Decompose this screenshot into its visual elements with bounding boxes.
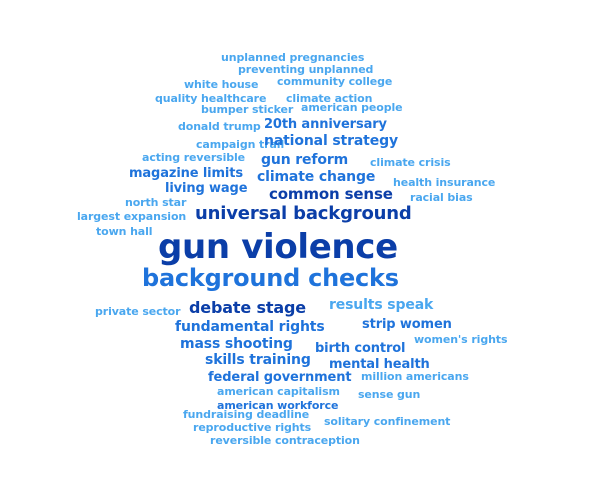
word-fundamental-rights: fundamental rights <box>175 319 325 335</box>
word-american-workforce: american workforce <box>217 399 339 412</box>
word-background-checks: background checks <box>142 264 399 292</box>
word-preventing-unplanned: preventing unplanned <box>238 63 374 76</box>
word-quality-healthcare: quality healthcare <box>155 92 267 105</box>
word-acting-reversible: acting reversible <box>142 151 246 164</box>
word-american-people: american people <box>301 101 403 114</box>
word-million-americans: million americans <box>361 370 469 383</box>
word-birth-control: birth control <box>315 341 406 356</box>
word-largest-expansion: largest expansion <box>77 210 187 223</box>
word-donald-trump: donald trump <box>178 120 261 133</box>
word-mental-health: mental health <box>329 357 430 372</box>
word-mass-shooting: mass shooting <box>180 336 293 352</box>
word-gun-reform: gun reform <box>261 152 349 168</box>
word-american-capitalism: american capitalism <box>217 385 340 398</box>
word-health-insurance: health insurance <box>393 176 496 189</box>
word-womens-rights: women's rights <box>414 333 508 346</box>
word-reproductive-rights: reproductive rights <box>193 421 312 434</box>
word-federal-government: federal government <box>208 370 352 385</box>
word-skills-training: skills training <box>205 352 311 368</box>
word-strip-women: strip women <box>362 317 452 332</box>
word-climate-action: climate action <box>286 92 373 105</box>
word-racial-bias: racial bias <box>410 191 473 204</box>
word-climate-change: climate change <box>257 169 376 185</box>
word-climate-crisis: climate crisis <box>370 156 451 169</box>
word-sense-gun: sense gun <box>358 388 421 401</box>
word-bumper-sticker: bumper sticker <box>201 103 294 116</box>
word-20th-anniversary: 20th anniversary <box>264 117 387 132</box>
word-common-sense: common sense <box>269 185 393 203</box>
word-solitary-confinement: solitary confinement <box>324 415 451 428</box>
word-national-strategy: national strategy <box>264 133 398 149</box>
word-debate-stage: debate stage <box>189 298 306 317</box>
word-fundraising-deadline: fundraising deadline <box>183 408 310 421</box>
word-magazine-limits: magazine limits <box>129 166 243 181</box>
word-white-house: white house <box>184 78 259 91</box>
word-gun-violence: gun violence <box>158 227 398 267</box>
word-campaign-trail: campaign trail <box>196 138 285 151</box>
word-universal-background: universal background <box>195 203 412 224</box>
word-reversible-contraception: reversible contraception <box>210 434 360 447</box>
word-private-sector: private sector <box>95 305 181 318</box>
word-results-speak: results speak <box>329 297 434 313</box>
word-community-college: community college <box>277 75 393 88</box>
word-living-wage: living wage <box>165 181 248 196</box>
word-unplanned-pregnancies: unplanned pregnancies <box>221 51 365 64</box>
word-north-star: north star <box>125 196 187 209</box>
word-town-hall: town hall <box>96 225 153 238</box>
